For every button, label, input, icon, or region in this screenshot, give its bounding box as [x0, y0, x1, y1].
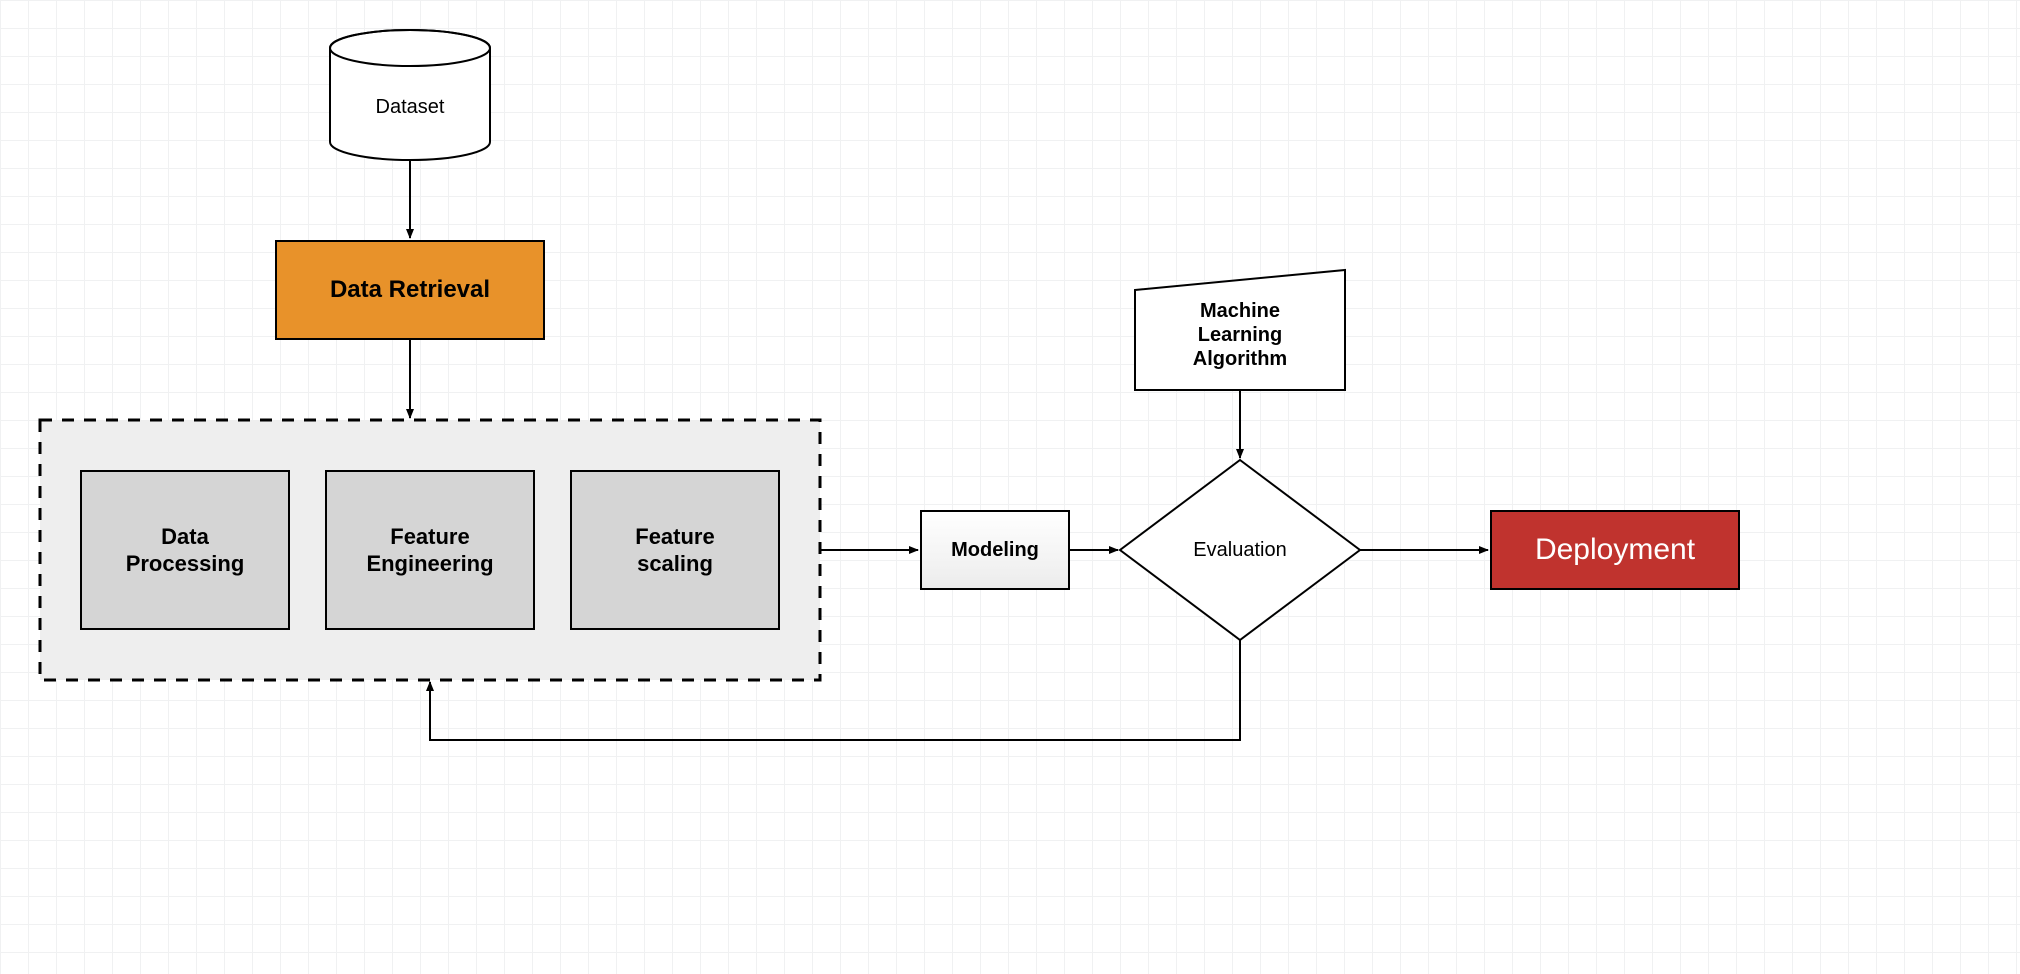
data-retrieval-label: Data Retrieval [330, 276, 490, 304]
ml-algo-label: Machine Learning Algorithm [1193, 299, 1287, 371]
deployment-node: Deployment [1490, 510, 1740, 590]
dataset-node: Dataset [330, 60, 490, 155]
feature-engineering-node: Feature Engineering [325, 470, 535, 630]
feature-engineering-label: Feature Engineering [366, 523, 493, 578]
modeling-label: Modeling [951, 539, 1039, 562]
deployment-label: Deployment [1535, 533, 1695, 567]
data-processing-label: Data Processing [126, 523, 245, 578]
evaluation-label: Evaluation [1193, 539, 1286, 562]
data-processing-node: Data Processing [80, 470, 290, 630]
evaluation-node: Evaluation [1120, 460, 1360, 640]
modeling-node: Modeling [920, 510, 1070, 590]
feature-scaling-label: Feature scaling [635, 523, 714, 578]
diagram-canvas: Dataset Data Retrieval Data Processing F… [0, 0, 2020, 974]
dataset-label: Dataset [376, 96, 445, 119]
ml-algo-node: Machine Learning Algorithm [1135, 280, 1345, 390]
feature-scaling-node: Feature scaling [570, 470, 780, 630]
grid-background [0, 0, 2020, 974]
data-retrieval-node: Data Retrieval [275, 240, 545, 340]
